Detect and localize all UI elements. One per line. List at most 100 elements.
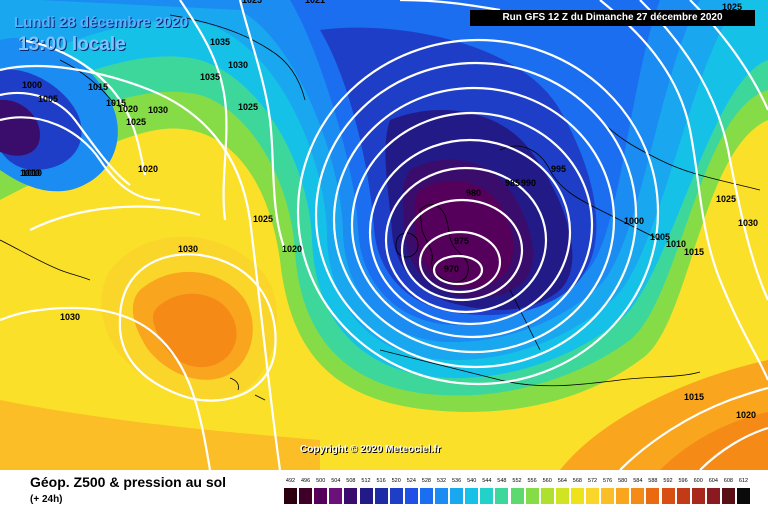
legend-label: 556 (527, 478, 537, 484)
legend-label: 520 (391, 478, 401, 484)
isobar-label: 1020 (138, 164, 158, 174)
legend-swatch (344, 488, 358, 504)
legend-swatch (374, 488, 388, 504)
legend-swatch (510, 488, 524, 504)
isobar-label: 985 (505, 178, 520, 188)
isobar-label: 1025 (716, 194, 736, 204)
legend-swatch (737, 488, 750, 504)
legend-swatch (661, 488, 675, 504)
isobar-label: 1000 (624, 216, 644, 226)
legend-label: 604 (708, 478, 718, 484)
legend-label: 508 (346, 478, 356, 484)
legend-label: 536 (452, 478, 462, 484)
legend-label: 504 (331, 478, 341, 484)
legend-label: 576 (603, 478, 613, 484)
isobar-label: 1035 (200, 72, 220, 82)
isobar-label: 1015 (684, 247, 704, 257)
legend-label: 516 (376, 478, 386, 484)
isobar-label: 1025 (722, 2, 742, 12)
legend-swatch (616, 488, 630, 504)
legend-label: 600 (693, 478, 703, 484)
legend-label: 588 (648, 478, 658, 484)
legend-label: 496 (301, 478, 311, 484)
legend-label: 512 (361, 478, 371, 484)
legend-swatch (314, 488, 328, 504)
model-run-label: Run GFS 12 Z du Dimanche 27 décembre 202… (470, 10, 755, 26)
legend-swatch (540, 488, 554, 504)
legend-label: 500 (316, 478, 326, 484)
legend-label: 540 (467, 478, 477, 484)
legend-label: 580 (618, 478, 628, 484)
isobar-label: 1020 (282, 244, 302, 254)
legend-label: 544 (482, 478, 492, 484)
isobar-label: 995 (551, 164, 566, 174)
forecast-time: 13:00 locale (18, 34, 126, 55)
legend-label: 572 (587, 478, 598, 484)
geopotential-map: 1035 1030 1035 1025 1000 1005 1010 1015 … (0, 0, 768, 470)
legend-swatch (601, 488, 615, 504)
isobar-label: 1015 (684, 392, 704, 402)
isobar-label: 1020 (118, 104, 138, 114)
legend-label: 592 (663, 478, 673, 484)
legend-swatch (646, 488, 660, 504)
legend-swatch (676, 488, 690, 504)
legend-swatch (435, 488, 448, 504)
legend-label: 568 (572, 478, 582, 484)
isobar-label: 1021 (305, 0, 325, 5)
legend-swatch (706, 488, 720, 504)
legend-swatch (389, 488, 403, 504)
isobar-label: 1005 (38, 94, 58, 104)
isobar-label: 1030 (738, 218, 758, 228)
isobar-label: 970 (444, 264, 459, 274)
isobar-label: 1000 (22, 80, 42, 90)
isobar-label: 1025 (253, 214, 273, 224)
isobar-label: 1010 (666, 239, 686, 249)
legend-swatch (570, 488, 584, 504)
isobar-label: 1025 (242, 0, 262, 5)
coastlines (0, 14, 761, 401)
legend-swatch (450, 488, 464, 504)
isobar-label: 975 (454, 236, 469, 246)
copyright-notice: Copyright © 2020 Meteociel.fr (300, 444, 441, 455)
legend-swatch (525, 488, 539, 504)
color-legend: 492 496 500 504 508 512 516 520 524 528 532 536 540 5… (284, 478, 752, 510)
legend-label: 552 (512, 478, 522, 484)
isobar-label: 1010 (20, 168, 40, 178)
legend-label: 560 (542, 478, 552, 484)
legend-label: 548 (497, 478, 507, 484)
isobar-label: 1030 (178, 244, 198, 254)
legend-swatch (284, 488, 297, 504)
isobar-label: 1030 (228, 60, 248, 70)
legend-swatch (721, 488, 735, 504)
legend-swatch (419, 488, 433, 504)
legend-swatch (691, 488, 705, 504)
isobar-label: 1005 (650, 232, 670, 242)
isobar-label: 1020 (736, 410, 756, 420)
legend-label: 492 (285, 478, 296, 484)
legend-swatch (359, 488, 373, 504)
isobars (0, 0, 768, 470)
legend-swatch (631, 488, 645, 504)
isobar-label: 990 (521, 178, 536, 188)
legend-swatch (329, 488, 343, 504)
isobar-label: 1030 (148, 105, 168, 115)
map-title: Géop. Z500 & pression au sol (30, 474, 227, 490)
legend-swatch (586, 488, 599, 504)
legend-label: 524 (406, 478, 416, 484)
legend-label: 608 (723, 478, 733, 484)
legend-label: 612 (738, 478, 749, 484)
isobar-label: 1035 (210, 37, 230, 47)
legend-label: 564 (557, 478, 567, 484)
map-footer: Géop. Z500 & pression au sol (+ 24h) 492… (0, 470, 768, 512)
legend-label: 532 (436, 478, 447, 484)
isobar-label: 1030 (60, 312, 80, 322)
legend-swatch (555, 488, 569, 504)
legend-label: 596 (678, 478, 688, 484)
legend-swatch (299, 488, 313, 504)
legend-label: 528 (421, 478, 431, 484)
geopotential-fill (0, 0, 768, 470)
forecast-offset: (+ 24h) (30, 494, 63, 505)
legend-swatch (480, 488, 494, 504)
isobar-labels: 1035 1030 1035 1025 1000 1005 1010 1015 … (20, 0, 758, 420)
